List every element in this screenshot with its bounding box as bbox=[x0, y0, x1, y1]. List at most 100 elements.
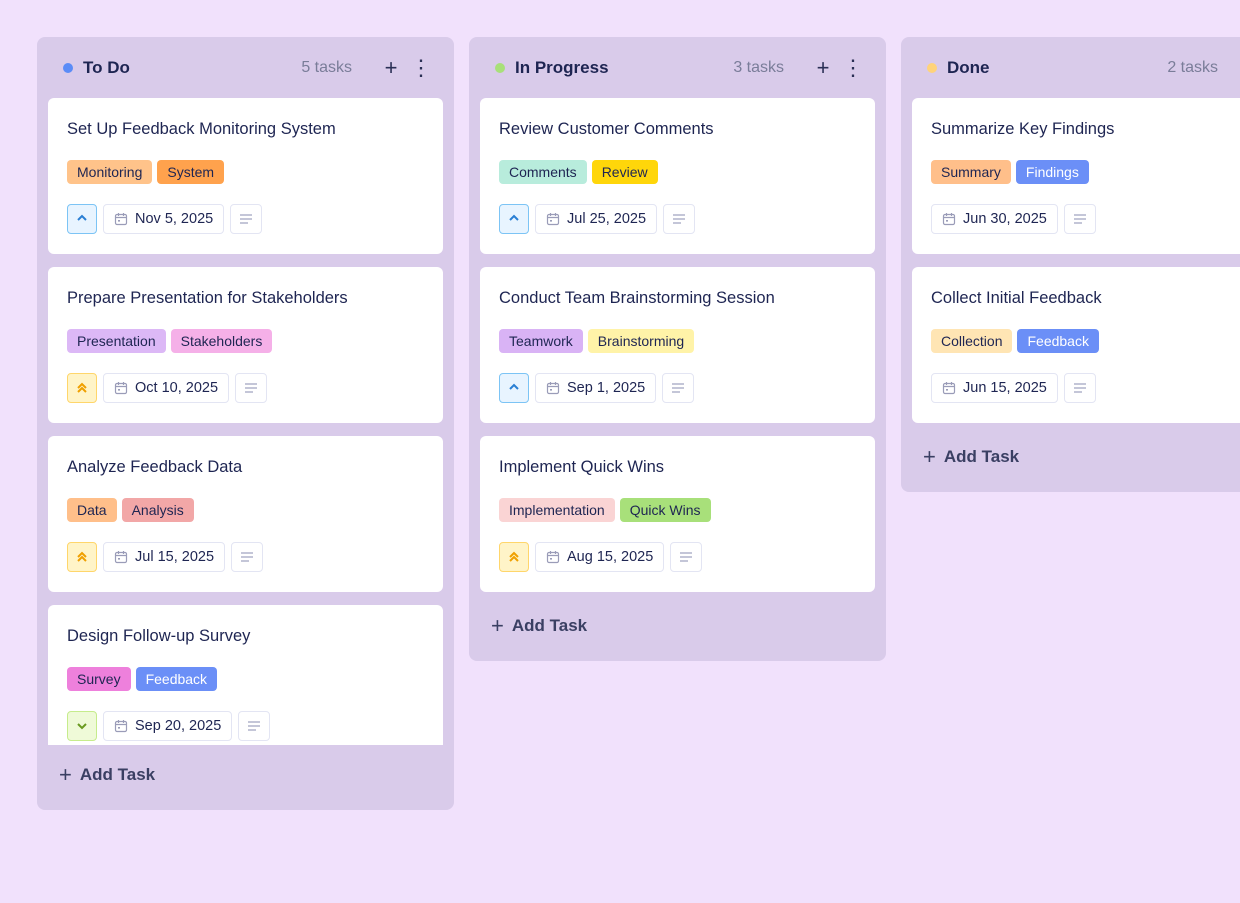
description-icon bbox=[673, 214, 686, 224]
tag-list: Implementation Quick Wins bbox=[499, 498, 856, 522]
task-meta: Sep 20, 2025 bbox=[67, 711, 424, 741]
priority-urgent-icon bbox=[509, 551, 519, 562]
due-date-button[interactable]: Oct 10, 2025 bbox=[103, 373, 230, 403]
due-date: Sep 20, 2025 bbox=[135, 718, 222, 734]
tag: Presentation bbox=[67, 329, 166, 353]
task-title: Prepare Presentation for Stakeholders bbox=[67, 289, 348, 307]
due-date: Oct 10, 2025 bbox=[135, 380, 219, 396]
due-date-button[interactable]: Jun 30, 2025 bbox=[931, 204, 1058, 234]
description-icon bbox=[240, 214, 253, 224]
tag-list: Teamwork Brainstorming bbox=[499, 329, 856, 353]
task-meta: Nov 5, 2025 bbox=[67, 204, 424, 234]
description-button[interactable] bbox=[238, 711, 271, 741]
add-task-plus-icon[interactable]: + bbox=[384, 54, 398, 80]
add-task-plus-icon[interactable]: + bbox=[816, 54, 830, 80]
description-icon bbox=[680, 552, 693, 562]
description-button[interactable] bbox=[670, 542, 703, 572]
column-menu-kebab-icon[interactable]: ⋮ bbox=[410, 54, 432, 80]
task-title: Implement Quick Wins bbox=[499, 458, 665, 476]
priority-low-icon bbox=[77, 723, 87, 730]
description-button[interactable] bbox=[663, 204, 696, 234]
calendar-icon bbox=[114, 551, 128, 564]
plus-icon: + bbox=[491, 613, 504, 638]
priority-button[interactable] bbox=[499, 373, 529, 403]
column-title: Done bbox=[947, 57, 990, 77]
add-task-button[interactable]: + Add Task bbox=[469, 596, 886, 656]
description-button[interactable] bbox=[662, 373, 695, 403]
priority-high-icon bbox=[77, 214, 87, 221]
column-title: In Progress bbox=[515, 57, 609, 77]
column-menu-kebab-icon[interactable]: ⋮ bbox=[842, 54, 864, 80]
task-card[interactable]: Analyze Feedback Data Data Analysis Jul 1… bbox=[48, 436, 443, 592]
task-meta: Aug 15, 2025 bbox=[499, 542, 856, 572]
calendar-icon bbox=[942, 382, 956, 395]
description-button[interactable] bbox=[1063, 373, 1096, 403]
tag: Teamwork bbox=[499, 329, 583, 353]
due-date-button[interactable]: Sep 1, 2025 bbox=[535, 373, 657, 403]
task-card[interactable]: Conduct Team Brainstorming Session Teamw… bbox=[480, 267, 875, 423]
priority-button[interactable] bbox=[499, 542, 529, 572]
task-title: Review Customer Comments bbox=[499, 120, 714, 138]
description-button[interactable] bbox=[230, 204, 263, 234]
priority-button[interactable] bbox=[67, 711, 97, 741]
add-task-button[interactable]: + Add Task bbox=[37, 745, 454, 805]
tag-list: Comments Review bbox=[499, 160, 856, 184]
add-task-button[interactable]: + Add Task bbox=[901, 427, 1240, 487]
task-card[interactable]: Prepare Presentation for Stakeholders Pr… bbox=[48, 267, 443, 423]
priority-button[interactable] bbox=[499, 204, 529, 234]
due-date-button[interactable]: Jun 15, 2025 bbox=[931, 373, 1058, 403]
task-title: Conduct Team Brainstorming Session bbox=[499, 289, 775, 307]
due-date-button[interactable]: Jul 15, 2025 bbox=[103, 542, 226, 572]
tag: Survey bbox=[67, 667, 131, 691]
card-list: Review Customer Comments Comments Review … bbox=[469, 98, 886, 596]
due-date: Aug 15, 2025 bbox=[567, 549, 654, 565]
tag: Feedback bbox=[1017, 329, 1099, 353]
due-date-button[interactable]: Aug 15, 2025 bbox=[535, 542, 665, 572]
task-card[interactable]: Collect Initial Feedback Collection Feedb… bbox=[912, 267, 1240, 423]
plus-icon: + bbox=[923, 444, 936, 469]
due-date-button[interactable]: Sep 20, 2025 bbox=[103, 711, 233, 741]
description-icon bbox=[245, 383, 258, 393]
task-meta: Jul 15, 2025 bbox=[67, 542, 424, 572]
description-icon bbox=[672, 383, 685, 393]
due-date: Jul 15, 2025 bbox=[135, 549, 215, 565]
task-title: Summarize Key Findings bbox=[931, 120, 1115, 138]
task-card[interactable]: Design Follow-up Survey Survey Feedback S… bbox=[48, 605, 443, 745]
plus-icon: + bbox=[59, 762, 72, 787]
column-in-progress: In Progress 3 tasks + ⋮ Review Customer C… bbox=[469, 37, 886, 661]
tag-list: Collection Feedback bbox=[931, 329, 1221, 353]
due-date-button[interactable]: Nov 5, 2025 bbox=[103, 204, 225, 234]
due-date: Jun 30, 2025 bbox=[963, 211, 1047, 227]
task-meta: Sep 1, 2025 bbox=[499, 373, 856, 403]
tag: Data bbox=[67, 498, 117, 522]
description-button[interactable] bbox=[235, 373, 268, 403]
tag: Brainstorming bbox=[587, 329, 695, 353]
column-header: Done 2 tasks bbox=[901, 37, 1240, 98]
card-list: Set Up Feedback Monitoring System Monito… bbox=[37, 98, 454, 745]
description-icon bbox=[248, 721, 261, 731]
task-card[interactable]: Review Customer Comments Comments Review … bbox=[480, 98, 875, 254]
task-card[interactable]: Summarize Key Findings Summary Findings J… bbox=[912, 98, 1240, 254]
priority-button[interactable] bbox=[67, 373, 97, 403]
task-title: Design Follow-up Survey bbox=[67, 627, 251, 645]
tag-list: Survey Feedback bbox=[67, 667, 424, 691]
task-card[interactable]: Implement Quick Wins Implementation Quick… bbox=[480, 436, 875, 592]
tag: Analysis bbox=[121, 498, 194, 522]
priority-urgent-icon bbox=[77, 382, 87, 393]
description-button[interactable] bbox=[231, 542, 264, 572]
task-count: 2 tasks bbox=[1167, 58, 1218, 76]
calendar-icon bbox=[114, 213, 128, 226]
tag: Feedback bbox=[135, 667, 218, 691]
task-card[interactable]: Set Up Feedback Monitoring System Monito… bbox=[48, 98, 443, 254]
status-dot bbox=[63, 62, 73, 73]
priority-button[interactable] bbox=[67, 542, 97, 572]
due-date: Sep 1, 2025 bbox=[567, 380, 646, 396]
task-meta: Oct 10, 2025 bbox=[67, 373, 424, 403]
add-task-label: Add Task bbox=[943, 447, 1020, 466]
tag: Implementation bbox=[499, 498, 615, 522]
task-title: Collect Initial Feedback bbox=[931, 289, 1102, 307]
description-button[interactable] bbox=[1063, 204, 1096, 234]
tag: Summary bbox=[931, 160, 1011, 184]
priority-button[interactable] bbox=[67, 204, 97, 234]
due-date-button[interactable]: Jul 25, 2025 bbox=[535, 204, 658, 234]
